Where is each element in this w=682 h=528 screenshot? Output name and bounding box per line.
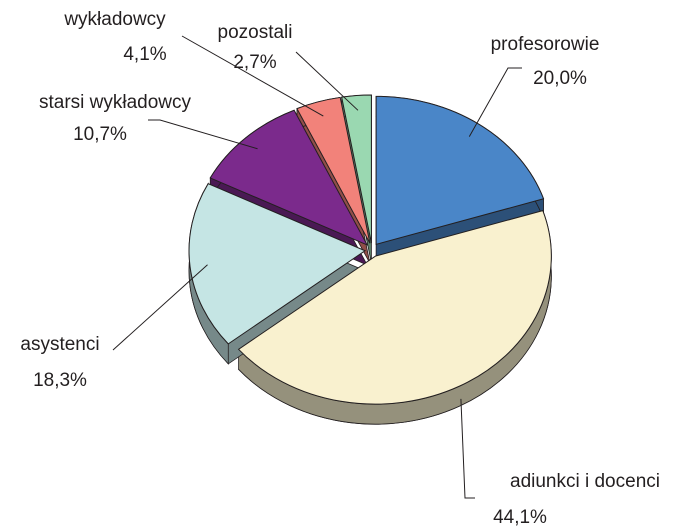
slice-label: adiunkci i docenci [510, 471, 660, 492]
slice-label: pozostali [218, 22, 293, 43]
leader-line [295, 51, 359, 111]
slice-value-label: 4,1% [123, 44, 166, 65]
slice-label: asystenci [20, 334, 99, 355]
slice-value-label: 2,7% [233, 52, 276, 73]
leader-line [460, 398, 475, 499]
slice [188, 183, 367, 345]
slice-value-label: 44,1% [493, 507, 547, 528]
leader-line [468, 67, 522, 137]
slice [341, 94, 372, 244]
slice-value-label: 10,7% [73, 124, 127, 145]
slice [375, 95, 545, 245]
slice [209, 109, 369, 246]
leader-line [148, 119, 258, 150]
leader-line [112, 264, 208, 351]
slice [296, 96, 371, 244]
leader-line [181, 35, 324, 117]
slice [237, 209, 552, 405]
slice-label: wykładowcy [63, 9, 166, 30]
slice-value-label: 20,0% [533, 68, 587, 89]
slice-label: profesorowie [491, 34, 600, 55]
slice-value-label: 18,3% [33, 370, 87, 391]
slice-label: starsi wykładowcy [39, 92, 192, 113]
